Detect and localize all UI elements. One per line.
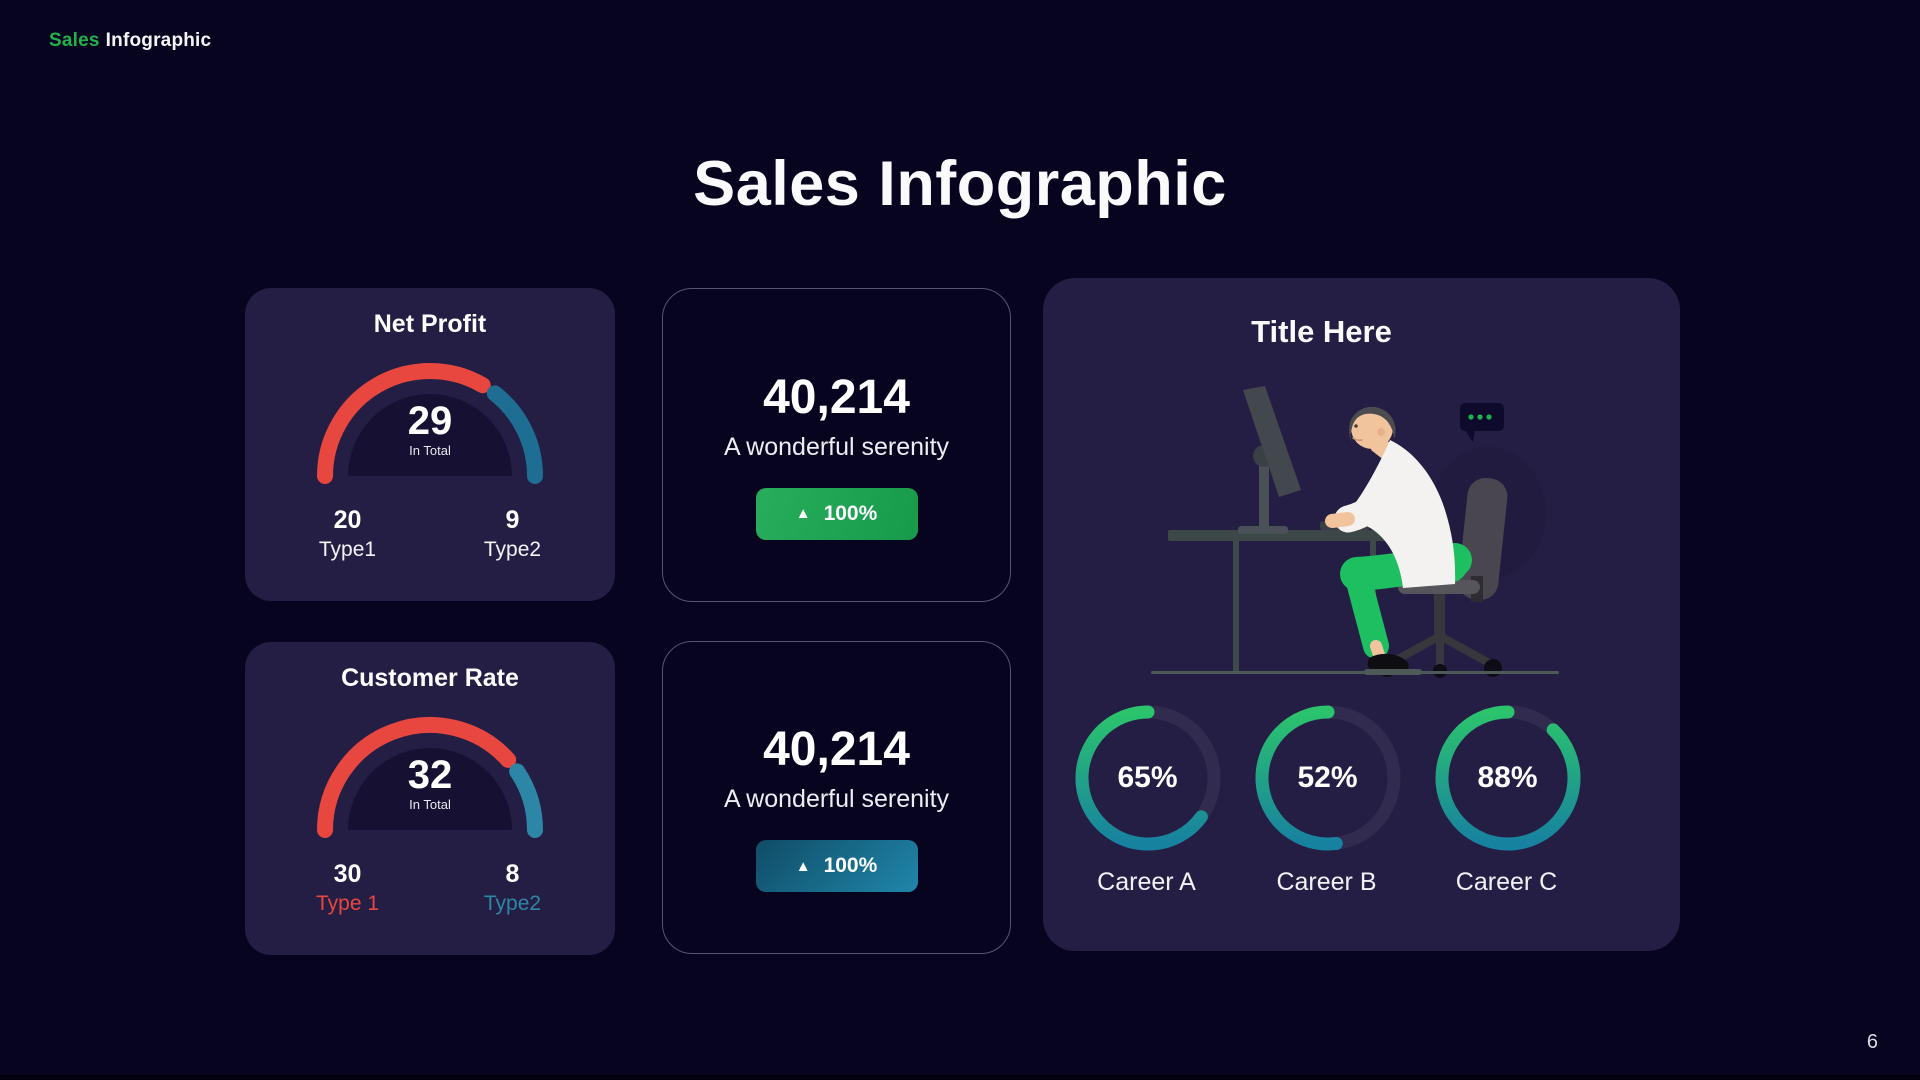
gauge-stats: 20 Type1 9 Type2 bbox=[245, 506, 615, 562]
brand: Sales Infographic bbox=[49, 30, 211, 52]
donut-label: Career B bbox=[1276, 868, 1377, 896]
kpi-card-blue: 40,214 A wonderful serenity ▲ 100% bbox=[662, 641, 1011, 954]
donut-chart bbox=[1255, 705, 1400, 851]
donut-chart bbox=[1075, 705, 1220, 851]
gauge-center: 32 In Total bbox=[300, 753, 560, 812]
stat-type1: 20 Type1 bbox=[265, 506, 430, 562]
kpi-value: 40,214 bbox=[763, 370, 910, 424]
bottom-edge-strip bbox=[0, 1075, 1920, 1080]
badge-label: 100% bbox=[823, 854, 878, 877]
stat-type1: 30 Type 1 bbox=[265, 860, 430, 916]
donut-chart bbox=[1435, 705, 1580, 851]
stat-label: Type 1 bbox=[315, 892, 380, 915]
card-title: Net Profit bbox=[373, 310, 487, 338]
net-profit-card: Net Profit 29 In Total 20 Type1 9 Type2 bbox=[245, 288, 615, 601]
gauge-chart bbox=[317, 363, 543, 484]
stat-value: 9 bbox=[505, 506, 520, 534]
donut-percent: 88% bbox=[1477, 761, 1538, 794]
growth-badge: ▲ 100% bbox=[755, 487, 918, 540]
floor-line bbox=[1151, 671, 1559, 674]
donut-label: Career C bbox=[1455, 868, 1558, 896]
kpi-value: 40,214 bbox=[763, 723, 910, 776]
monitor bbox=[1238, 386, 1301, 534]
kpi-subtitle: A wonderful serenity bbox=[723, 432, 950, 461]
gauge-total-label: In Total bbox=[409, 797, 451, 812]
stat-value: 8 bbox=[505, 860, 520, 888]
donut-percent: 65% bbox=[1117, 761, 1178, 794]
up-arrow-icon: ▲ bbox=[795, 857, 811, 875]
badge-label: 100% bbox=[823, 501, 878, 525]
gauge-total-label: In Total bbox=[409, 443, 451, 458]
kpi-card-green: 40,214 A wonderful serenity ▲ 100% bbox=[662, 288, 1011, 602]
stat-label: Type2 bbox=[483, 538, 542, 561]
kpi-subtitle: A wonderful serenity bbox=[723, 785, 950, 813]
stat-value: 20 bbox=[333, 506, 362, 534]
stat-type2: 9 Type2 bbox=[430, 506, 595, 562]
donut-label: Career A bbox=[1097, 868, 1196, 896]
customer-rate-card: Customer Rate 32 In Total 30 Type 1 8 Ty… bbox=[245, 642, 615, 955]
stat-value: 30 bbox=[333, 860, 362, 888]
gauge-total-value: 32 bbox=[407, 753, 453, 797]
donut-chart-row: 65% Career A 52% Career B 88% Career C bbox=[1043, 702, 1680, 897]
stat-type2: 8 Type2 bbox=[430, 860, 595, 916]
growth-badge: ▲ 100% bbox=[755, 840, 918, 892]
gauge-total-value: 29 bbox=[407, 399, 453, 443]
card-title: Customer Rate bbox=[341, 664, 519, 692]
donut-percent: 52% bbox=[1297, 761, 1358, 794]
typing-bubble-icon bbox=[1460, 403, 1504, 442]
stat-label: Type2 bbox=[483, 892, 542, 915]
page-title: Sales Infographic bbox=[693, 149, 1227, 219]
person bbox=[1325, 406, 1472, 675]
title-here-card: Title Here bbox=[1043, 278, 1680, 951]
donut-career-c: 88% Career C bbox=[1432, 702, 1582, 897]
page-number: 6 bbox=[1866, 1031, 1878, 1053]
gauge-stats: 30 Type 1 8 Type2 bbox=[245, 860, 615, 916]
donut-career-a: 65% Career A bbox=[1072, 702, 1222, 897]
brand-secondary: Infographic bbox=[105, 30, 212, 51]
gauge-chart bbox=[317, 717, 543, 838]
brand-primary: Sales bbox=[49, 30, 100, 51]
up-arrow-icon: ▲ bbox=[795, 505, 811, 522]
feature-title: Title Here bbox=[1251, 314, 1392, 349]
gauge-center: 29 In Total bbox=[300, 399, 560, 458]
stat-label: Type1 bbox=[318, 538, 377, 561]
donut-career-b: 52% Career B bbox=[1252, 702, 1402, 897]
person-at-desk-illustration bbox=[1151, 386, 1559, 678]
